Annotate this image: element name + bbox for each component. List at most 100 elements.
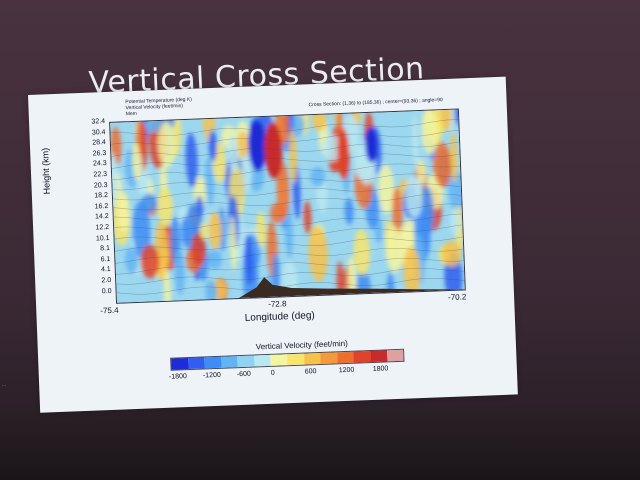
cross-section-plot bbox=[109, 108, 466, 304]
x-tick-label: -72.8 bbox=[268, 299, 287, 309]
velocity-blob bbox=[272, 253, 280, 292]
isentrope-line bbox=[115, 258, 464, 275]
velocity-blob bbox=[353, 229, 371, 276]
y-tick-label: 4.1 bbox=[100, 266, 111, 274]
velocity-blob bbox=[322, 135, 342, 162]
velocity-blob bbox=[206, 249, 223, 270]
velocity-blob bbox=[132, 142, 141, 181]
velocity-core bbox=[264, 122, 283, 179]
y-tick-label: 24.3 bbox=[92, 160, 107, 168]
x-tick-label: -70.2 bbox=[447, 292, 467, 303]
velocity-blob bbox=[450, 132, 458, 183]
colorbar-swatch bbox=[320, 352, 338, 364]
velocity-blob bbox=[385, 226, 403, 273]
colorbar-swatch bbox=[254, 354, 272, 367]
colorbar-swatch bbox=[353, 351, 371, 363]
velocity-blob bbox=[140, 121, 147, 171]
y-tick-label: 20.3 bbox=[93, 181, 108, 190]
velocity-blob bbox=[433, 142, 452, 188]
isentrope-line bbox=[114, 213, 462, 231]
meta-line-member: Mem bbox=[125, 110, 138, 118]
velocity-blob bbox=[421, 109, 438, 155]
edge-caption: ... bbox=[2, 382, 7, 388]
colorbar-swatch bbox=[171, 358, 189, 370]
velocity-blob bbox=[292, 113, 305, 137]
velocity-blob bbox=[403, 246, 421, 297]
isentrope-line bbox=[113, 203, 462, 221]
velocity-blob bbox=[440, 109, 452, 132]
y-tick-label: 30.4 bbox=[91, 128, 106, 137]
velocity-blob bbox=[117, 191, 130, 233]
velocity-blob bbox=[157, 122, 176, 168]
colorbar-swatch bbox=[270, 354, 288, 366]
velocity-core bbox=[365, 126, 378, 163]
colorbar-tick-label: -1800 bbox=[168, 373, 187, 381]
colorbar-swatch bbox=[220, 356, 238, 368]
isentrope-line bbox=[116, 278, 465, 295]
velocity-blob bbox=[311, 109, 327, 131]
velocity-blob bbox=[196, 195, 204, 218]
y-axis-label: Height (km) bbox=[40, 147, 52, 195]
cross-section-info: Cross Section: (1,36) to (185,36) ; cent… bbox=[308, 97, 443, 109]
colorbar-tick-label: 1200 bbox=[338, 366, 355, 375]
colorbar-swatch bbox=[287, 353, 305, 366]
velocity-blob bbox=[378, 164, 395, 215]
isentrope-line bbox=[115, 236, 463, 252]
y-tick-label: 28.4 bbox=[92, 139, 107, 147]
x-axis-label: Longitude (deg) bbox=[244, 310, 315, 324]
velocity-blob bbox=[158, 247, 170, 265]
colorbar bbox=[170, 348, 405, 371]
velocity-blob bbox=[181, 216, 190, 247]
velocity-blob bbox=[174, 247, 185, 295]
isentrope-line bbox=[113, 193, 462, 211]
velocity-blob bbox=[191, 232, 206, 267]
velocity-blob bbox=[412, 114, 419, 168]
x-tick-label: -75.4 bbox=[100, 305, 119, 316]
isentrope-line bbox=[112, 163, 461, 181]
y-tick-label: 22.3 bbox=[93, 171, 108, 179]
colorbar-tick-label: -600 bbox=[236, 370, 252, 379]
velocity-blob bbox=[442, 240, 462, 267]
room-floor bbox=[0, 410, 640, 480]
velocity-blob bbox=[289, 128, 297, 184]
velocity-blob bbox=[229, 216, 237, 272]
isentrope-line bbox=[114, 224, 463, 241]
y-tick-label: 0.0 bbox=[101, 287, 112, 295]
velocity-blob bbox=[208, 211, 222, 250]
colorbar-swatch bbox=[187, 357, 205, 370]
velocity-blob bbox=[140, 244, 160, 279]
velocity-blob bbox=[310, 167, 326, 188]
velocity-blob bbox=[244, 234, 254, 286]
velocity-blob bbox=[237, 131, 249, 159]
y-tick-label: 6.1 bbox=[100, 255, 111, 264]
y-tick-label: 12.2 bbox=[95, 223, 110, 232]
isentrope-line bbox=[115, 248, 464, 264]
colorbar-swatch bbox=[303, 352, 321, 365]
colorbar-swatch bbox=[370, 350, 388, 363]
velocity-core bbox=[248, 119, 267, 172]
velocity-blob bbox=[132, 201, 151, 260]
terrain bbox=[238, 277, 465, 299]
colorbar-swatch bbox=[237, 355, 255, 368]
y-tick-label: 8.1 bbox=[100, 245, 111, 253]
velocity-blob bbox=[308, 226, 328, 282]
isentrope-line bbox=[111, 141, 460, 157]
velocity-blob bbox=[256, 211, 267, 247]
isentrope-line bbox=[110, 119, 459, 136]
velocity-blob bbox=[199, 222, 208, 240]
colorbar-swatch bbox=[386, 349, 404, 362]
colorbar-tick-label: 600 bbox=[304, 368, 317, 376]
slide-content: Potential Temperature (deg K) Vertical V… bbox=[28, 76, 518, 413]
colorbar-swatch bbox=[336, 351, 354, 364]
velocity-blob bbox=[205, 280, 218, 303]
velocity-blob bbox=[163, 269, 172, 303]
colorbar-swatch bbox=[204, 356, 222, 369]
isentrope-line bbox=[110, 129, 459, 146]
isentrope-line bbox=[111, 153, 460, 169]
y-tick-label: 18.2 bbox=[94, 192, 109, 200]
colorbar-title: Vertical Velocity (feet/min) bbox=[255, 338, 348, 352]
velocity-blob bbox=[125, 246, 139, 274]
y-tick-label: 26.3 bbox=[92, 149, 107, 158]
isentrope-line bbox=[112, 173, 461, 191]
isentrope-line bbox=[116, 268, 465, 285]
